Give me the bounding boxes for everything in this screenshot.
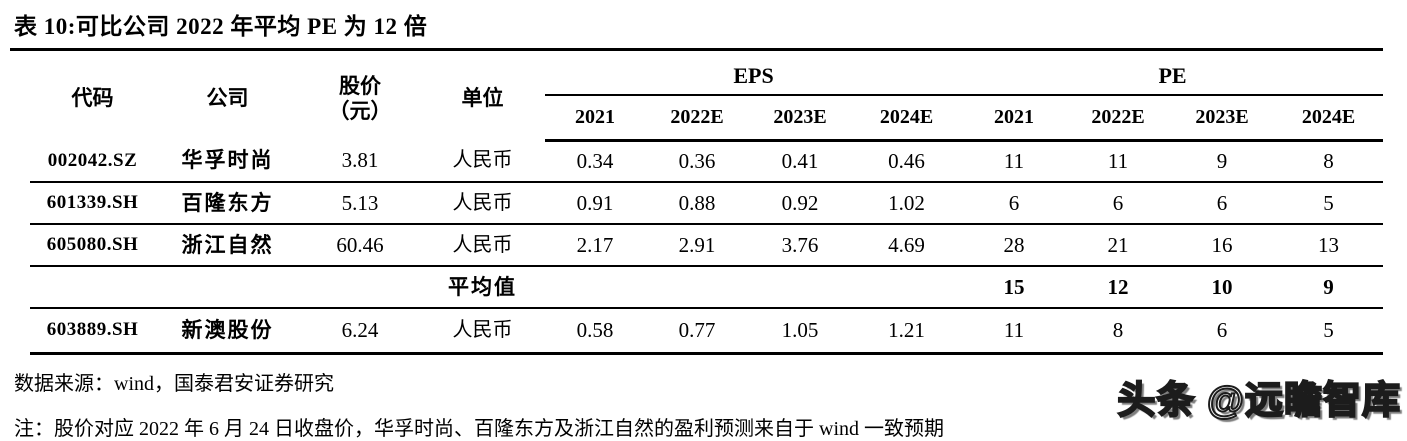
watermark-text: 头条 @远瞻智库: [1116, 379, 1401, 423]
empty-cell: [645, 266, 749, 309]
stock-price: 5.13: [300, 182, 420, 225]
pe-2024e: 13: [1274, 224, 1384, 267]
eps-2022e: 0.36: [645, 140, 749, 183]
eps-2023e: 0.92: [749, 182, 851, 225]
pe-2021: 28: [962, 224, 1067, 267]
pe-2021: 6: [962, 182, 1067, 225]
pe-2023e: 16: [1170, 224, 1275, 267]
table-row-bailong: 601339.SH 百隆东方 5.13 人民币 0.91 0.88 0.92 1…: [30, 182, 1384, 225]
header-unit: 单位: [461, 86, 504, 111]
header-pe-2021: 2021: [962, 95, 1067, 142]
eps-2021: 2.17: [545, 224, 645, 267]
header-company: 公司: [206, 86, 249, 111]
currency-unit: 人民币: [420, 140, 545, 183]
eps-2023e: 1.05: [749, 308, 851, 355]
eps-2023e: 0.41: [749, 140, 851, 183]
currency-unit: 人民币: [420, 308, 545, 355]
stock-price: 60.46: [300, 224, 420, 267]
pe-2021: 11: [962, 140, 1067, 183]
stock-code: 603889.SH: [30, 308, 155, 355]
eps-2022e: 2.91: [645, 224, 749, 267]
header-pe-group: PE: [962, 57, 1384, 96]
stock-code: 605080.SH: [30, 224, 155, 267]
header-pe-2024e: 2024E: [1274, 95, 1384, 142]
eps-2024e: 1.21: [851, 308, 963, 355]
company-name: 浙江自然: [155, 224, 300, 267]
pe-2024e: 8: [1274, 140, 1384, 183]
header-eps-group: EPS: [545, 57, 963, 96]
pe-2022e: 8: [1066, 308, 1171, 355]
pe-2023e: 6: [1170, 308, 1275, 355]
company-name: 百隆东方: [155, 182, 300, 225]
empty-cell: [300, 266, 420, 309]
empty-cell: [545, 266, 645, 309]
header-pe-2022e: 2022E: [1066, 95, 1171, 142]
avg-pe-2024e: 9: [1274, 266, 1384, 309]
avg-pe-2022e: 12: [1066, 266, 1171, 309]
title-divider: [10, 48, 1383, 51]
eps-2024e: 1.02: [851, 182, 963, 225]
currency-unit: 人民币: [420, 224, 545, 267]
eps-2021: 0.34: [545, 140, 645, 183]
average-label: 平均值: [420, 266, 545, 309]
pe-2021: 11: [962, 308, 1067, 355]
empty-cell: [749, 266, 851, 309]
table-row-xinao: 603889.SH 新澳股份 6.24 人民币 0.58 0.77 1.05 1…: [30, 308, 1384, 355]
header-pe-2023e: 2023E: [1170, 95, 1275, 142]
pe-2023e: 6: [1170, 182, 1275, 225]
header-eps-2021: 2021: [545, 95, 645, 142]
avg-pe-2023e: 10: [1170, 266, 1275, 309]
stock-code: 601339.SH: [30, 182, 155, 225]
eps-2021: 0.91: [545, 182, 645, 225]
header-eps-2024e: 2024E: [851, 95, 963, 142]
stock-price: 3.81: [300, 140, 420, 183]
eps-2024e: 0.46: [851, 140, 963, 183]
eps-2022e: 0.77: [645, 308, 749, 355]
group-header-row: 代码 公司 股价 （元） 单位 EPS PE: [30, 57, 1384, 123]
header-eps-2023e: 2023E: [749, 95, 851, 142]
empty-cell: [851, 266, 963, 309]
company-name: 华孚时尚: [155, 140, 300, 183]
empty-cell: [30, 266, 155, 309]
header-code: 代码: [71, 86, 114, 111]
pe-2023e: 9: [1170, 140, 1275, 183]
comparable-companies-table: 代码 公司 股价 （元） 单位 EPS PE 2021 2022E 2023E …: [30, 57, 1384, 355]
average-row: 平均值 15 12 10 9: [30, 266, 1384, 309]
stock-price: 6.24: [300, 308, 420, 355]
eps-2024e: 4.69: [851, 224, 963, 267]
table-row-zhejiang: 605080.SH 浙江自然 60.46 人民币 2.17 2.91 3.76 …: [30, 224, 1384, 267]
year-header-row: 2021 2022E 2023E 2024E 2021 2022E 2023E …: [30, 95, 1384, 142]
empty-cell: [155, 266, 300, 309]
pe-2024e: 5: [1274, 308, 1384, 355]
pe-2022e: 6: [1066, 182, 1171, 225]
pe-2022e: 11: [1066, 140, 1171, 183]
avg-pe-2021: 15: [962, 266, 1067, 309]
header-eps-2022e: 2022E: [645, 95, 749, 142]
page-title: 表 10:可比公司 2022 年平均 PE 为 12 倍: [14, 14, 428, 39]
table-row-huafu: 002042.SZ 华孚时尚 3.81 人民币 0.34 0.36 0.41 0…: [30, 140, 1384, 183]
pe-2022e: 21: [1066, 224, 1171, 267]
header-price: 股价 （元）: [328, 74, 392, 123]
stock-code: 002042.SZ: [30, 140, 155, 183]
company-name: 新澳股份: [155, 308, 300, 355]
eps-2021: 0.58: [545, 308, 645, 355]
currency-unit: 人民币: [420, 182, 545, 225]
eps-2023e: 3.76: [749, 224, 851, 267]
pe-2024e: 5: [1274, 182, 1384, 225]
data-source-line: 数据来源：wind，国泰君安证券研究: [14, 372, 334, 395]
eps-2022e: 0.88: [645, 182, 749, 225]
